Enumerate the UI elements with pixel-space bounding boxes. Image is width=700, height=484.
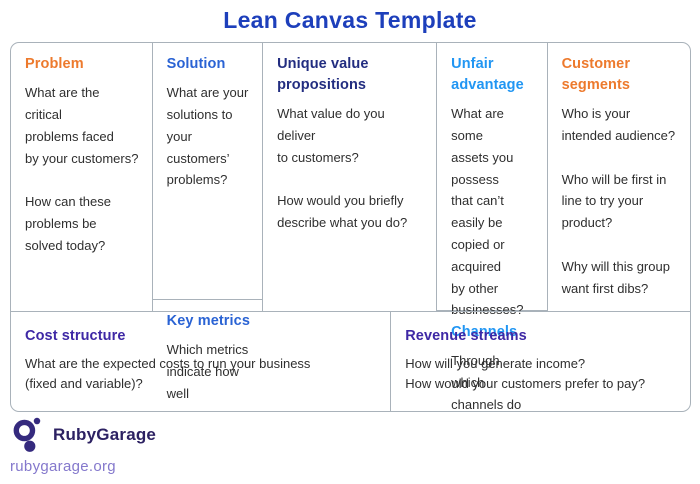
lean-canvas-grid: Problem What are the critical problems f… <box>10 42 691 412</box>
problem-body: What are the critical problems faced by … <box>25 85 139 253</box>
cost-structure-box: Cost structure What are the expected cos… <box>11 312 392 411</box>
customer-segments-body: Who is your intended audience? Who will … <box>561 106 676 296</box>
canvas-top-row: Problem What are the critical problems f… <box>11 43 690 411</box>
rubygarage-link[interactable]: rubygarage.org <box>10 458 116 475</box>
problem-box: Problem What are the critical problems f… <box>11 43 152 311</box>
brand-name: RubyGarage <box>53 425 157 444</box>
brand-row: RubyGarage <box>10 416 156 454</box>
footer: RubyGarage rubygarage.org <box>10 416 156 476</box>
revenue-streams-box: Revenue streams How will you generate in… <box>391 312 690 411</box>
cost-structure-body: What are the expected costs to run your … <box>25 356 311 392</box>
channels-body: Through which channels do your customer … <box>451 353 522 412</box>
solution-keymetrics-column: Solution What are your solutions to your… <box>151 43 263 411</box>
unique-value-propositions-body: What value do you deliver to customers? … <box>277 106 408 231</box>
rubygarage-logo-icon <box>10 416 46 454</box>
key-metrics-box: Key metrics Which metrics indicate how w… <box>153 300 262 411</box>
unfair-advantage-box: Unfair advantage What are some assets yo… <box>437 43 547 317</box>
channels-heading: Channels <box>451 324 518 340</box>
solution-heading: Solution <box>166 56 226 72</box>
customer-segments-box: Customer segments Who is your intended a… <box>546 43 690 311</box>
page-title: Lean Canvas Template <box>223 7 477 33</box>
unfair-advantage-body: What are some assets you possess that ca… <box>451 106 524 318</box>
key-metrics-heading: Key metrics <box>166 313 250 329</box>
solution-box: Solution What are your solutions to your… <box>152 43 263 300</box>
unique-value-propositions-box: Unique value propositions What value do … <box>262 43 436 311</box>
solution-body: What are your solutions to your customer… <box>166 85 249 188</box>
customer-segments-heading: Customer segments <box>561 56 631 94</box>
channels-box: Channels Through which channels do your … <box>437 311 546 411</box>
revenue-streams-body: How will you generate income? How would … <box>405 356 646 392</box>
cost-structure-heading: Cost structure <box>25 328 126 344</box>
unfair-channels-column: Unfair advantage What are some assets yo… <box>436 43 547 411</box>
canvas-bottom-row: Cost structure What are the expected cos… <box>11 311 690 411</box>
problem-heading: Problem <box>25 56 84 72</box>
unfair-advantage-heading: Unfair advantage <box>451 56 524 94</box>
key-metrics-body: Which metrics indicate how well your com… <box>166 342 249 411</box>
revenue-streams-heading: Revenue streams <box>405 328 527 344</box>
unique-value-propositions-heading: Unique value propositions <box>277 56 369 94</box>
